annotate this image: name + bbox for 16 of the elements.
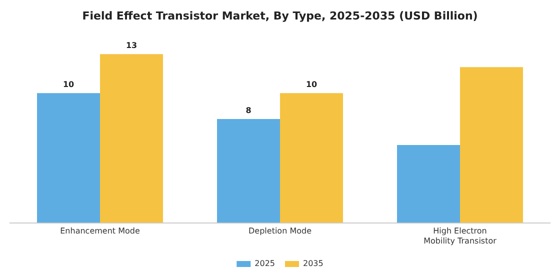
bar (280, 93, 343, 223)
data-label: 10 (62, 80, 74, 90)
data-label: 8 (246, 106, 252, 116)
legend-label: 2035 (303, 259, 324, 268)
legend-label: 2025 (254, 259, 275, 268)
bar (217, 119, 280, 223)
data-label: 13 (126, 41, 138, 50)
bar (37, 93, 100, 223)
chart-title: Field Effect Transistor Market, By Type, 2025-2035 (USD Billion) (82, 9, 478, 22)
x-tick-label: Enhancement Mode (60, 226, 140, 236)
x-tick-label: High Electron Mobility Transistor (424, 226, 498, 246)
x-tick-label: Depletion Mode (248, 226, 312, 236)
bar (460, 67, 523, 223)
bar (100, 54, 163, 223)
data-label: 10 (306, 80, 318, 90)
bar (397, 144, 460, 223)
